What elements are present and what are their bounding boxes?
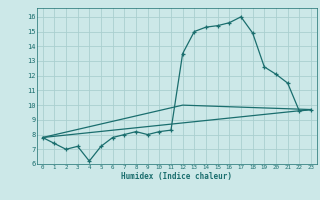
X-axis label: Humidex (Indice chaleur): Humidex (Indice chaleur) xyxy=(121,172,232,181)
